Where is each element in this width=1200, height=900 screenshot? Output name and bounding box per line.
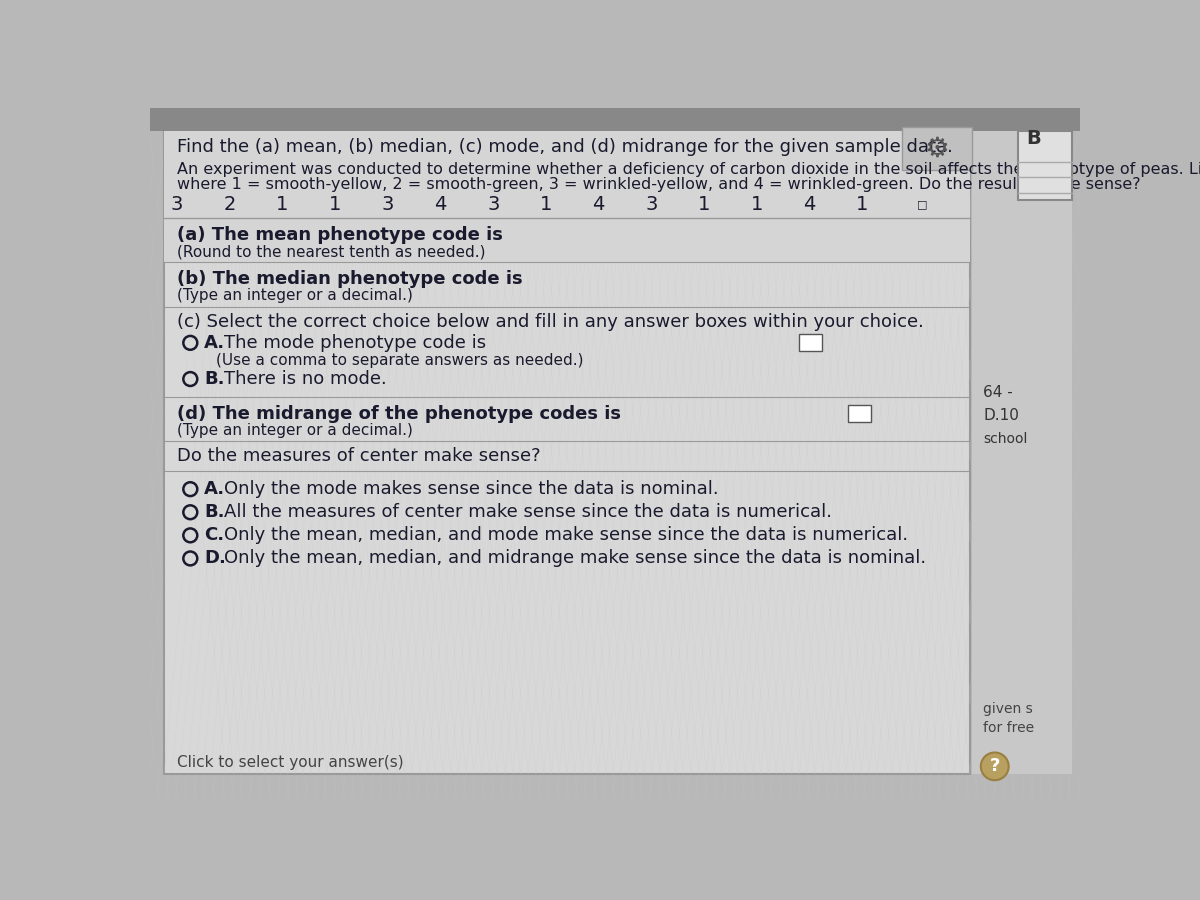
Text: Find the (a) mean, (b) median, (c) mode, and (d) midrange for the given sample d: Find the (a) mean, (b) median, (c) mode,… bbox=[178, 138, 953, 156]
Text: 1: 1 bbox=[751, 194, 763, 214]
Text: 3: 3 bbox=[382, 194, 394, 214]
Text: 3: 3 bbox=[487, 194, 499, 214]
Text: 1: 1 bbox=[698, 194, 710, 214]
Text: Only the mode makes sense since the data is nominal.: Only the mode makes sense since the data… bbox=[223, 481, 719, 499]
Text: for free: for free bbox=[983, 721, 1034, 734]
Text: Do the measures of center make sense?: Do the measures of center make sense? bbox=[178, 447, 541, 465]
Text: A.: A. bbox=[204, 481, 226, 499]
Text: school: school bbox=[983, 432, 1027, 446]
Text: B: B bbox=[1026, 130, 1040, 148]
Text: (d) The midrange of the phenotype codes is: (d) The midrange of the phenotype codes … bbox=[178, 405, 622, 423]
Text: (Round to the nearest tenth as needed.): (Round to the nearest tenth as needed.) bbox=[178, 245, 486, 259]
Text: 2: 2 bbox=[223, 194, 236, 214]
Circle shape bbox=[980, 752, 1009, 780]
FancyBboxPatch shape bbox=[972, 127, 1073, 774]
Text: B.: B. bbox=[204, 503, 224, 521]
Text: (Type an integer or a decimal.): (Type an integer or a decimal.) bbox=[178, 423, 413, 438]
Text: A.: A. bbox=[204, 334, 226, 352]
Text: ⚙: ⚙ bbox=[924, 135, 949, 163]
Text: 1: 1 bbox=[856, 194, 869, 214]
Text: 4: 4 bbox=[593, 194, 605, 214]
Text: 3: 3 bbox=[170, 194, 184, 214]
FancyBboxPatch shape bbox=[799, 335, 822, 351]
Text: D.10: D.10 bbox=[983, 409, 1019, 424]
Text: C.: C. bbox=[204, 526, 224, 544]
Text: B.: B. bbox=[204, 370, 224, 388]
Text: (a) The mean phenotype code is: (a) The mean phenotype code is bbox=[178, 226, 503, 244]
Text: where 1 = smooth-yellow, 2 = smooth-green, 3 = wrinkled-yellow, and 4 = wrinkled: where 1 = smooth-yellow, 2 = smooth-gree… bbox=[178, 177, 1141, 193]
Text: All the measures of center make sense since the data is numerical.: All the measures of center make sense si… bbox=[223, 503, 832, 521]
Text: (c) Select the correct choice below and fill in any answer boxes within your cho: (c) Select the correct choice below and … bbox=[178, 313, 924, 331]
Text: ?: ? bbox=[990, 758, 1000, 776]
Text: Only the mean, median, and mode make sense since the data is numerical.: Only the mean, median, and mode make sen… bbox=[223, 526, 907, 544]
Text: 4: 4 bbox=[434, 194, 446, 214]
Text: given s: given s bbox=[983, 702, 1033, 716]
FancyBboxPatch shape bbox=[164, 127, 970, 262]
Text: 1: 1 bbox=[329, 194, 342, 214]
Text: An experiment was conducted to determine whether a deficiency of carbon dioxide : An experiment was conducted to determine… bbox=[178, 162, 1200, 177]
FancyBboxPatch shape bbox=[150, 108, 1080, 131]
FancyBboxPatch shape bbox=[1118, 271, 1142, 287]
FancyBboxPatch shape bbox=[1018, 131, 1073, 201]
Text: (b) The median phenotype code is: (b) The median phenotype code is bbox=[178, 270, 523, 288]
Text: D.: D. bbox=[204, 549, 226, 568]
Text: 1: 1 bbox=[540, 194, 552, 214]
Text: □: □ bbox=[918, 199, 928, 210]
FancyBboxPatch shape bbox=[1111, 227, 1135, 244]
Text: Click to select your answer(s): Click to select your answer(s) bbox=[178, 755, 403, 770]
FancyBboxPatch shape bbox=[847, 405, 871, 422]
FancyBboxPatch shape bbox=[164, 127, 970, 774]
Text: There is no mode.: There is no mode. bbox=[223, 370, 386, 388]
Text: 1: 1 bbox=[276, 194, 289, 214]
Text: (Use a comma to separate answers as needed.): (Use a comma to separate answers as need… bbox=[178, 353, 583, 368]
Text: 4: 4 bbox=[803, 194, 816, 214]
Text: Only the mean, median, and midrange make sense since the data is nominal.: Only the mean, median, and midrange make… bbox=[223, 549, 925, 568]
Text: 3: 3 bbox=[646, 194, 658, 214]
Text: (Type an integer or a decimal.): (Type an integer or a decimal.) bbox=[178, 288, 413, 303]
Text: 64 -: 64 - bbox=[983, 385, 1013, 400]
FancyBboxPatch shape bbox=[901, 127, 972, 169]
Text: The mode phenotype code is: The mode phenotype code is bbox=[223, 334, 486, 352]
